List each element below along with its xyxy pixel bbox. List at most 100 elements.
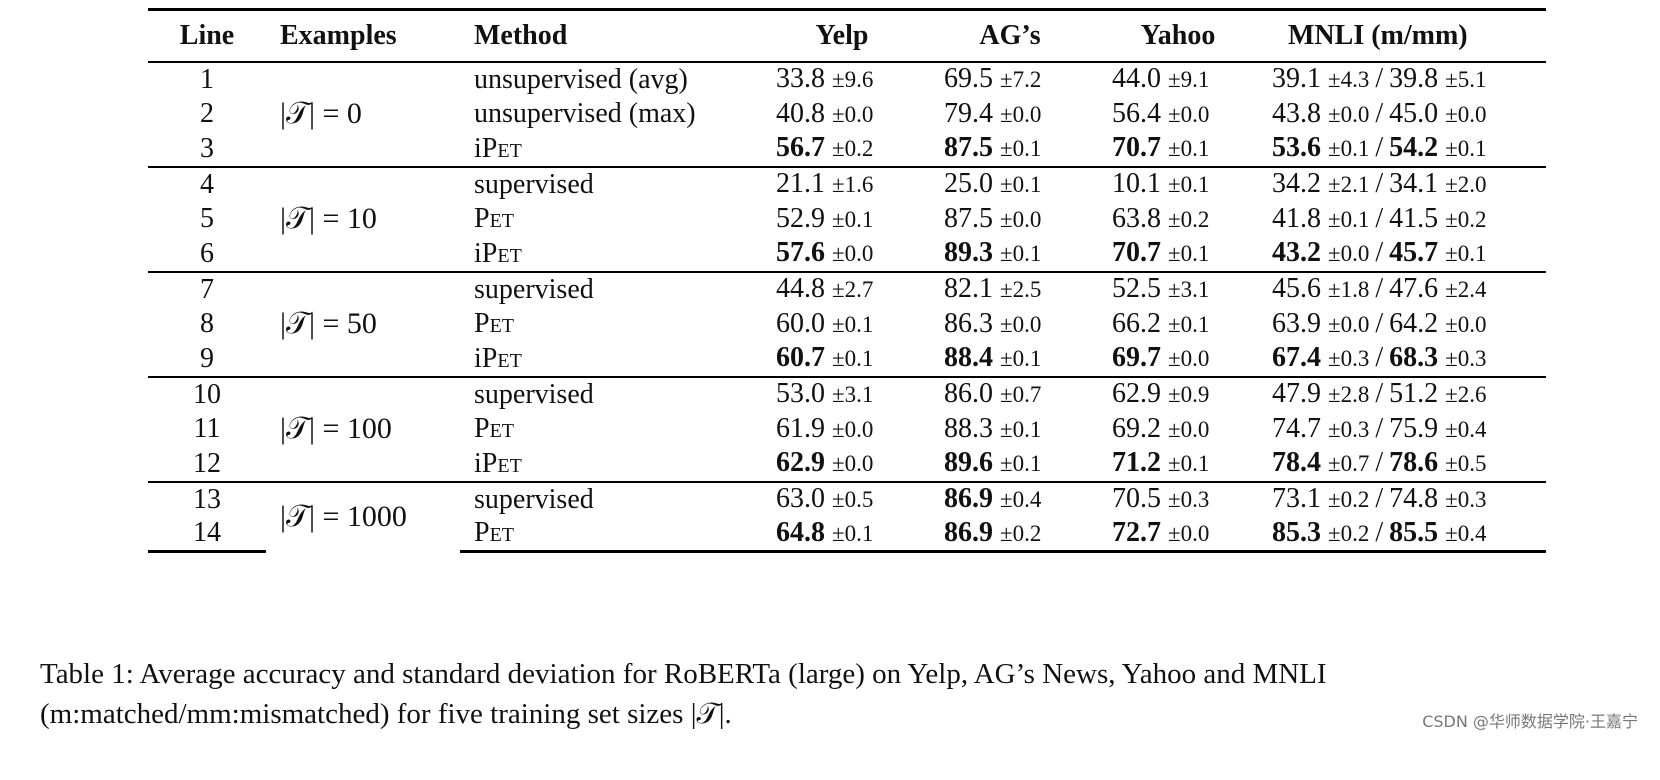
mnli-m-sd: ±2.8 [1328, 382, 1370, 407]
cell-line: 13 [148, 480, 266, 517]
table-row: 6 iPet 57.6 ±0.0 89.3 ±0.1 70.7 ±0.1 43.2 ±0.… [148, 237, 1546, 272]
mnli-m-sd: ±0.2 [1328, 520, 1370, 546]
caption-line-1: Table 1: Average accuracy and standard d… [40, 658, 1327, 690]
ag-sd: ±0.1 [1000, 241, 1042, 266]
cell-yelp: 60.0 ±0.1 [758, 307, 926, 342]
cell-method: Pet [474, 413, 515, 444]
cell-ag: 86.0 ±0.7 [926, 375, 1094, 412]
yelp-sd: ±3.1 [832, 382, 874, 407]
mnli-m-mean: 74.7 [1272, 412, 1321, 444]
ag-sd: ±0.1 [1000, 172, 1042, 197]
mnli-mm-mean: 68.3 [1389, 342, 1439, 373]
mnli-separator: / [1375, 168, 1384, 199]
mnli-mm-sd: ±0.4 [1445, 520, 1487, 546]
examples-value: |𝒯| = 10 [280, 201, 377, 235]
yelp-sd: ±2.7 [832, 277, 874, 302]
cell-method: supervised [460, 165, 758, 202]
yelp-mean: 33.8 [776, 63, 825, 94]
yahoo-mean: 71.2 [1112, 447, 1161, 478]
mnli-m-mean: 63.9 [1272, 307, 1321, 339]
yahoo-sd: ±0.1 [1168, 241, 1210, 266]
table-row: 2 unsupervised (max) 40.8 ±0.0 79.4 ±0.0 56.… [148, 97, 1546, 132]
ag-mean: 79.4 [944, 97, 993, 129]
cell-method: Pet [474, 203, 515, 234]
mnli-separator: / [1375, 132, 1384, 163]
yahoo-sd: ±0.1 [1168, 136, 1210, 161]
ag-mean: 87.5 [944, 202, 993, 234]
mnli-m-sd: ±0.0 [1328, 311, 1370, 337]
cell-mnli: 47.9 ±2.8/51.2 ±2.6 [1262, 375, 1546, 412]
yelp-mean: 60.0 [776, 307, 825, 339]
cell-yahoo: 69.2 ±0.0 [1094, 412, 1262, 447]
yahoo-mean: 10.1 [1112, 168, 1161, 199]
yahoo-sd: ±0.0 [1168, 416, 1210, 442]
yelp-mean: 57.6 [776, 237, 825, 268]
yelp-sd: ±9.6 [832, 67, 874, 92]
header-yahoo: Yahoo [1140, 19, 1216, 51]
yahoo-sd: ±0.0 [1168, 346, 1210, 371]
cell-mnli: 43.2 ±0.0/45.7 ±0.1 [1262, 237, 1546, 272]
yelp-sd: ±0.0 [832, 416, 874, 442]
table-row: 14 Pet 64.8 ±0.1 86.9 ±0.2 72.7 ±0.0 85.3 ±0.… [148, 516, 1546, 553]
ag-sd: ±0.0 [1000, 206, 1042, 232]
yelp-sd: ±0.1 [832, 346, 874, 371]
ag-sd: ±0.1 [1000, 451, 1042, 476]
ag-mean: 89.6 [944, 447, 993, 478]
cell-yelp: 52.9 ±0.1 [758, 202, 926, 237]
yahoo-mean: 62.9 [1112, 378, 1161, 409]
mnli-mm-mean: 85.5 [1389, 516, 1439, 548]
mnli-m-mean: 47.9 [1272, 378, 1321, 409]
ag-sd: ±0.0 [1000, 311, 1042, 337]
mnli-separator: / [1375, 378, 1384, 409]
cell-yahoo: 56.4 ±0.0 [1094, 97, 1262, 132]
cell-yelp: 21.1 ±1.6 [758, 165, 926, 202]
header-mnli: MNLI (m/mm) [1288, 19, 1468, 51]
table-row: 9 iPet 60.7 ±0.1 88.4 ±0.1 69.7 ±0.0 67.4 ±0.… [148, 342, 1546, 377]
mnli-mm-sd: ±0.0 [1445, 311, 1487, 337]
mnli-separator: / [1375, 483, 1384, 514]
cell-method: supervised [460, 480, 758, 517]
cell-method: unsupervised (max) [474, 98, 696, 129]
cell-examples: |𝒯| = 50 [266, 270, 460, 377]
mnli-mm-mean: 54.2 [1389, 132, 1439, 163]
examples-value: |𝒯| = 0 [280, 96, 362, 130]
mnli-mm-sd: ±2.6 [1445, 382, 1487, 407]
ag-sd: ±0.1 [1000, 346, 1042, 371]
mnli-separator: / [1375, 237, 1384, 268]
ag-mean: 86.0 [944, 378, 993, 409]
ag-sd: ±7.2 [1000, 67, 1042, 92]
mnli-mm-mean: 34.1 [1389, 168, 1439, 199]
cell-method: iPet [474, 447, 522, 479]
mnli-separator: / [1375, 97, 1384, 129]
mnli-separator: / [1375, 516, 1384, 548]
table-row: 11 Pet 61.9 ±0.0 88.3 ±0.1 69.2 ±0.0 74.7 ±0.… [148, 412, 1546, 447]
yelp-mean: 63.0 [776, 483, 825, 514]
cell-ag: 87.5 ±0.1 [926, 132, 1094, 167]
mnli-mm-mean: 47.6 [1389, 273, 1439, 304]
mnli-mm-sd: ±0.5 [1445, 451, 1487, 476]
cell-line: 2 [200, 98, 214, 129]
table-row: 12 iPet 62.9 ±0.0 89.6 ±0.1 71.2 ±0.1 78.4 ±0… [148, 447, 1546, 482]
cell-yahoo: 71.2 ±0.1 [1094, 447, 1262, 482]
cell-ag: 86.9 ±0.4 [926, 480, 1094, 517]
cell-yelp: 62.9 ±0.0 [758, 447, 926, 482]
cell-examples: |𝒯| = 1000 [266, 480, 460, 552]
yahoo-sd: ±0.0 [1168, 520, 1210, 546]
yelp-mean: 64.8 [776, 516, 825, 548]
yahoo-sd: ±0.1 [1168, 311, 1210, 337]
cell-mnli: 41.8 ±0.1/41.5 ±0.2 [1262, 202, 1546, 237]
mnli-m-sd: ±0.3 [1328, 416, 1370, 442]
cell-line: 12 [193, 447, 221, 479]
yahoo-sd: ±0.1 [1168, 172, 1210, 197]
mnli-mm-mean: 75.9 [1389, 412, 1439, 444]
ag-mean: 25.0 [944, 168, 993, 199]
yahoo-sd: ±0.3 [1168, 487, 1210, 512]
ag-mean: 86.3 [944, 307, 993, 339]
cell-ag: 88.3 ±0.1 [926, 412, 1094, 447]
yelp-sd: ±0.1 [832, 520, 874, 546]
mnli-m-mean: 85.3 [1272, 516, 1321, 548]
cell-yelp: 60.7 ±0.1 [758, 342, 926, 377]
cell-mnli: 73.1 ±0.2/74.8 ±0.3 [1262, 480, 1546, 517]
ag-sd: ±0.1 [1000, 416, 1042, 442]
mnli-m-sd: ±0.7 [1328, 451, 1370, 476]
